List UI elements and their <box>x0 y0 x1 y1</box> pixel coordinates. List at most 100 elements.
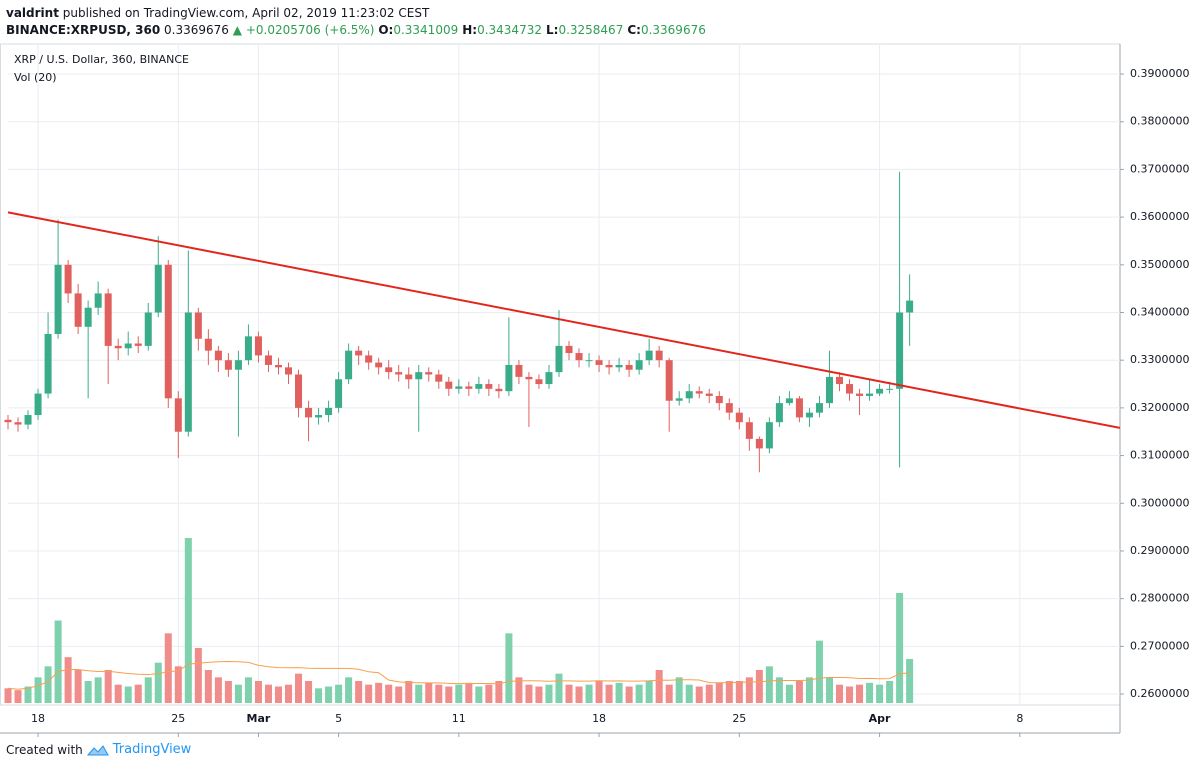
volume-bar <box>4 688 12 703</box>
volume-bar <box>244 677 252 703</box>
volume-bar <box>415 684 423 703</box>
candle-body <box>144 312 152 346</box>
trendline <box>7 211 1120 429</box>
ohlc-label: L: <box>545 23 559 37</box>
candle-body <box>4 419 12 423</box>
candle-body <box>615 364 623 368</box>
volume-bar <box>455 684 463 703</box>
candle-body <box>896 312 904 389</box>
candle-body <box>635 360 643 370</box>
y-tick-label: 0.2900000 <box>1130 544 1190 557</box>
volume-bar <box>284 684 293 703</box>
candle-body <box>365 355 373 363</box>
candle-body <box>575 353 583 361</box>
candle-body <box>84 307 92 327</box>
y-tick-label: 0.3600000 <box>1130 210 1190 223</box>
candle-body <box>415 372 423 380</box>
volume-bar <box>815 640 823 703</box>
y-tick-label: 0.3300000 <box>1130 353 1190 366</box>
candle-body <box>585 360 593 362</box>
volume-bar <box>495 681 503 703</box>
volume-bar <box>906 659 914 703</box>
candle-body <box>605 364 613 368</box>
candle-body <box>815 403 823 413</box>
candle-body <box>835 376 844 385</box>
candle-body <box>14 422 22 425</box>
candle-body <box>305 407 313 418</box>
volume-bar <box>655 670 663 703</box>
volume-bar <box>625 686 633 703</box>
y-tick-label: 0.2700000 <box>1130 639 1190 652</box>
candle-body <box>214 350 222 361</box>
y-tick-label: 0.2800000 <box>1130 592 1190 605</box>
x-tick-label: 5 <box>335 712 342 725</box>
candle-body <box>535 379 543 385</box>
candle-body <box>745 422 753 439</box>
volume-bar <box>755 670 763 703</box>
candle-body <box>455 386 463 389</box>
logo <box>86 744 109 755</box>
volume-bar <box>375 682 383 703</box>
candle-body <box>315 415 323 418</box>
candle-body <box>906 300 914 313</box>
candle-body <box>665 360 673 401</box>
candle-body <box>355 350 363 356</box>
volume-bar <box>395 686 403 703</box>
candle-body <box>405 374 413 380</box>
y-tick-label: 0.3900000 <box>1130 67 1190 80</box>
candle-body <box>695 391 703 394</box>
ohlc-label: C: <box>627 23 641 37</box>
volume-bar <box>224 681 232 703</box>
candle-body <box>445 381 453 389</box>
y-tick-label: 0.3700000 <box>1130 162 1190 175</box>
candle-body <box>114 345 122 349</box>
candle-body <box>655 350 663 361</box>
volume-bar <box>896 593 904 703</box>
volume-bar <box>194 648 202 703</box>
volume-bar <box>645 681 653 703</box>
candle-body <box>886 388 894 390</box>
volume-bar <box>355 681 363 703</box>
candle-body <box>224 360 232 370</box>
volume-bar <box>665 684 673 703</box>
candle-body <box>284 367 293 375</box>
candle-body <box>435 374 443 382</box>
candle-body <box>234 360 242 370</box>
volume-bar <box>835 684 844 703</box>
volume-bar <box>475 686 483 703</box>
y-tick-label: 0.3400000 <box>1130 306 1190 319</box>
volume-bar <box>765 666 773 703</box>
change: ▲ +0.0205706 (+6.5%) <box>232 23 375 37</box>
volume-bar <box>34 677 42 703</box>
candle-body <box>74 293 82 327</box>
candle-body <box>785 398 793 404</box>
x-tick-label: Mar <box>247 712 271 725</box>
volume-label: Vol (20) <box>14 71 57 84</box>
x-tick-label: 25 <box>171 712 185 725</box>
candle-body <box>705 393 713 396</box>
candle-body <box>545 372 553 385</box>
volume-bar <box>725 681 733 703</box>
candle-body <box>164 264 172 399</box>
volume-bar <box>465 682 473 703</box>
volume-bar <box>695 686 703 703</box>
volume-bar <box>315 688 323 703</box>
volume-bar <box>545 684 553 703</box>
volume-bar <box>805 677 813 703</box>
volume-bar <box>84 681 92 703</box>
candle-body <box>204 338 212 351</box>
volume-bar <box>124 686 132 703</box>
volume-bar <box>154 662 162 703</box>
publish-line: valdrint published on TradingView.com, A… <box>6 6 429 20</box>
ohlc-value: 0.3258467 <box>558 23 624 37</box>
candle-body <box>795 398 803 418</box>
volume-bar <box>856 684 864 703</box>
y-tick-label: 0.3200000 <box>1130 401 1190 414</box>
volume-bar <box>635 684 643 703</box>
candle-body <box>675 398 683 401</box>
volume-bar <box>14 690 22 703</box>
candle-body <box>505 364 513 392</box>
candle-body <box>104 293 112 346</box>
x-tick-label: 11 <box>452 712 466 725</box>
candle-body <box>244 336 252 361</box>
